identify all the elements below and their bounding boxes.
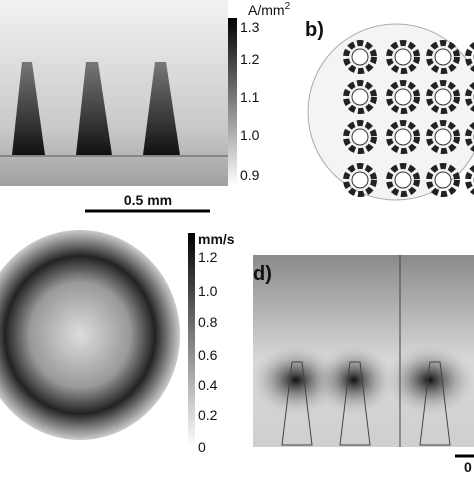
tick-label: 0.2 <box>198 407 218 423</box>
panel-c: mm/s 1.2 1.0 0.8 0.6 0.4 0.2 0 <box>0 230 235 455</box>
well <box>434 128 452 146</box>
tick-label: 0.4 <box>198 377 218 393</box>
well <box>351 48 369 66</box>
tick-label: 0.6 <box>198 347 218 363</box>
swirl <box>386 163 420 197</box>
swirl <box>343 120 377 154</box>
swirl <box>386 80 420 114</box>
swirl <box>386 120 420 154</box>
swirl <box>426 120 460 154</box>
tick-label: 1.0 <box>198 283 218 299</box>
tick-label: 1.0 <box>240 127 260 143</box>
cone-outline <box>281 361 313 446</box>
unit: A/mm2 <box>248 1 291 18</box>
well <box>394 128 412 146</box>
tick-label: 1.3 <box>240 19 260 35</box>
well <box>394 88 412 106</box>
swirl <box>343 163 377 197</box>
well <box>351 88 369 106</box>
unit: mm/s <box>198 231 235 247</box>
swirl <box>386 40 420 74</box>
swirl <box>426 40 460 74</box>
cone-outline <box>339 361 371 446</box>
well <box>394 48 412 66</box>
panel-label: d) <box>253 263 272 285</box>
cone-outline <box>419 361 451 446</box>
colorbar <box>228 18 237 186</box>
panel-a: A/mm2 1.3 1.2 1.1 1.0 0.9 0.5 mm <box>0 0 291 213</box>
tick-label: 0.8 <box>198 314 218 330</box>
cone <box>143 62 180 155</box>
swirl <box>343 80 377 114</box>
swirl <box>426 163 460 197</box>
hot-spot <box>385 345 474 415</box>
panel-b: b) <box>305 19 474 201</box>
tick-label: 1.2 <box>198 249 218 265</box>
swirl <box>465 165 474 195</box>
well <box>434 88 452 106</box>
panel-label: b) <box>305 19 324 41</box>
swirl <box>343 40 377 74</box>
flow-field <box>0 230 180 440</box>
swirl <box>426 80 460 114</box>
well <box>434 48 452 66</box>
hot-spot <box>314 345 394 415</box>
tick-label: 1.1 <box>240 89 260 105</box>
scale-label: 0 <box>464 459 472 474</box>
well <box>394 171 412 189</box>
hot-spot <box>251 345 341 415</box>
colorbar <box>188 233 195 447</box>
cone <box>76 62 112 155</box>
well <box>434 171 452 189</box>
well <box>351 171 369 189</box>
tick-label: 0 <box>198 439 206 455</box>
tick-label: 0.9 <box>240 167 260 183</box>
panel-d: d) 0 <box>251 255 474 475</box>
well <box>351 128 369 146</box>
tick-label: 1.2 <box>240 51 260 67</box>
cone <box>12 62 45 155</box>
scale-label: 0.5 mm <box>124 192 172 208</box>
